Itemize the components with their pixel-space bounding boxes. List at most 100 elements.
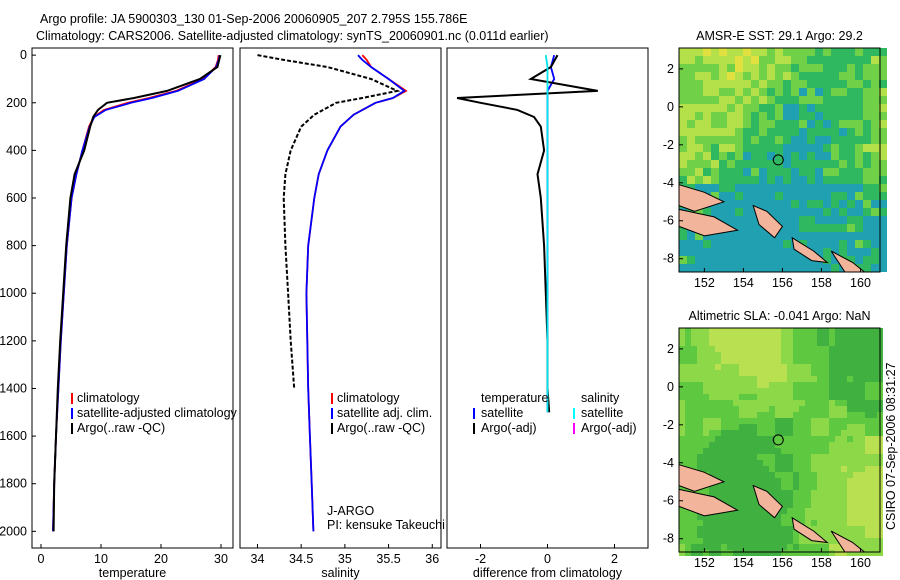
map-cell (841, 424, 847, 430)
map-cell (727, 400, 733, 406)
map-cell (735, 160, 743, 168)
map-cell (751, 216, 759, 224)
map-cell (715, 460, 721, 466)
map-cell (807, 152, 815, 160)
map-cell (781, 508, 787, 514)
map-cell (859, 352, 865, 358)
map-cell (751, 406, 757, 412)
map-cell (709, 490, 715, 496)
map-cell (703, 104, 711, 112)
map-cell (697, 544, 703, 550)
map-cell (715, 442, 721, 448)
map-cell (855, 136, 863, 144)
map-cell (863, 160, 871, 168)
map-cell (781, 502, 787, 508)
map-cell (691, 364, 697, 370)
map-cell (735, 48, 743, 56)
map-cell (823, 520, 829, 526)
map-cell (769, 412, 775, 418)
map-cell (815, 56, 823, 64)
map-cell (757, 406, 763, 412)
map-cell (859, 544, 865, 550)
map-cell (811, 352, 817, 358)
map-cell (841, 340, 847, 346)
legend-header: temperature (481, 391, 548, 405)
map-cell (787, 328, 793, 334)
map-cell (799, 80, 807, 88)
map-cell (805, 544, 811, 550)
map-cell (697, 418, 703, 424)
profile-location-marker (772, 154, 784, 166)
map-cell (769, 472, 775, 478)
map-cell (775, 72, 783, 80)
map-cell (751, 448, 757, 454)
map-cell (793, 496, 799, 502)
map-cell (815, 112, 823, 120)
map-cell (679, 72, 687, 80)
map-cell (805, 550, 811, 556)
x-tick-label: 160 (850, 556, 871, 570)
map-cell (841, 376, 847, 382)
map-cell (751, 532, 757, 538)
map-cell (855, 80, 863, 88)
map-cell (841, 442, 847, 448)
map-cell (715, 358, 721, 364)
map-cell (817, 388, 823, 394)
map-cell (871, 436, 877, 442)
map-cell (711, 64, 719, 72)
map-cell (859, 478, 865, 484)
map-cell (745, 538, 751, 544)
map-cell (715, 430, 721, 436)
map-cell (697, 346, 703, 352)
map-cell (767, 80, 775, 88)
map-cell (767, 104, 775, 112)
map-cell (811, 334, 817, 340)
map-cell (787, 496, 793, 502)
map-cell (751, 550, 757, 556)
map-cell (735, 80, 743, 88)
map-cell (727, 240, 735, 248)
map-cell (751, 502, 757, 508)
map-cell (763, 538, 769, 544)
map-cell (775, 352, 781, 358)
map-cell (745, 388, 751, 394)
map-cell (757, 544, 763, 550)
y-tick-label: -2 (663, 138, 674, 152)
map-cell (823, 340, 829, 346)
map-cell (769, 484, 775, 490)
map-cell (775, 424, 781, 430)
y-tick-label: -4 (663, 176, 674, 190)
map-cell (733, 352, 739, 358)
map-cell (841, 496, 847, 502)
map-cell (871, 370, 877, 376)
map-cell (711, 120, 719, 128)
map-cell (679, 56, 687, 64)
map-cell (781, 478, 787, 484)
map-cell (739, 334, 745, 340)
map-cell (721, 424, 727, 430)
x-tick-label: -2 (475, 552, 486, 566)
map-cell (863, 88, 871, 96)
map-cell (709, 328, 715, 334)
map-cell (863, 64, 871, 72)
map-cell (835, 340, 841, 346)
map-cell (727, 144, 735, 152)
map-cell (847, 490, 853, 496)
map-cell (745, 406, 751, 412)
map-cell (799, 448, 805, 454)
map-cell (695, 208, 703, 216)
map-cell (791, 48, 799, 56)
map-cell (793, 484, 799, 490)
map-cell (775, 176, 783, 184)
series-line-satellite-adj-clim- (305, 54, 406, 532)
map-cell (799, 120, 807, 128)
map-cell (793, 550, 799, 556)
map-cell (751, 48, 759, 56)
map-cell (787, 514, 793, 520)
map-cell (791, 152, 799, 160)
map-cell (823, 160, 831, 168)
map-cell (743, 216, 751, 224)
map-cell (721, 358, 727, 364)
map-cell (743, 240, 751, 248)
map-cell (859, 550, 865, 556)
